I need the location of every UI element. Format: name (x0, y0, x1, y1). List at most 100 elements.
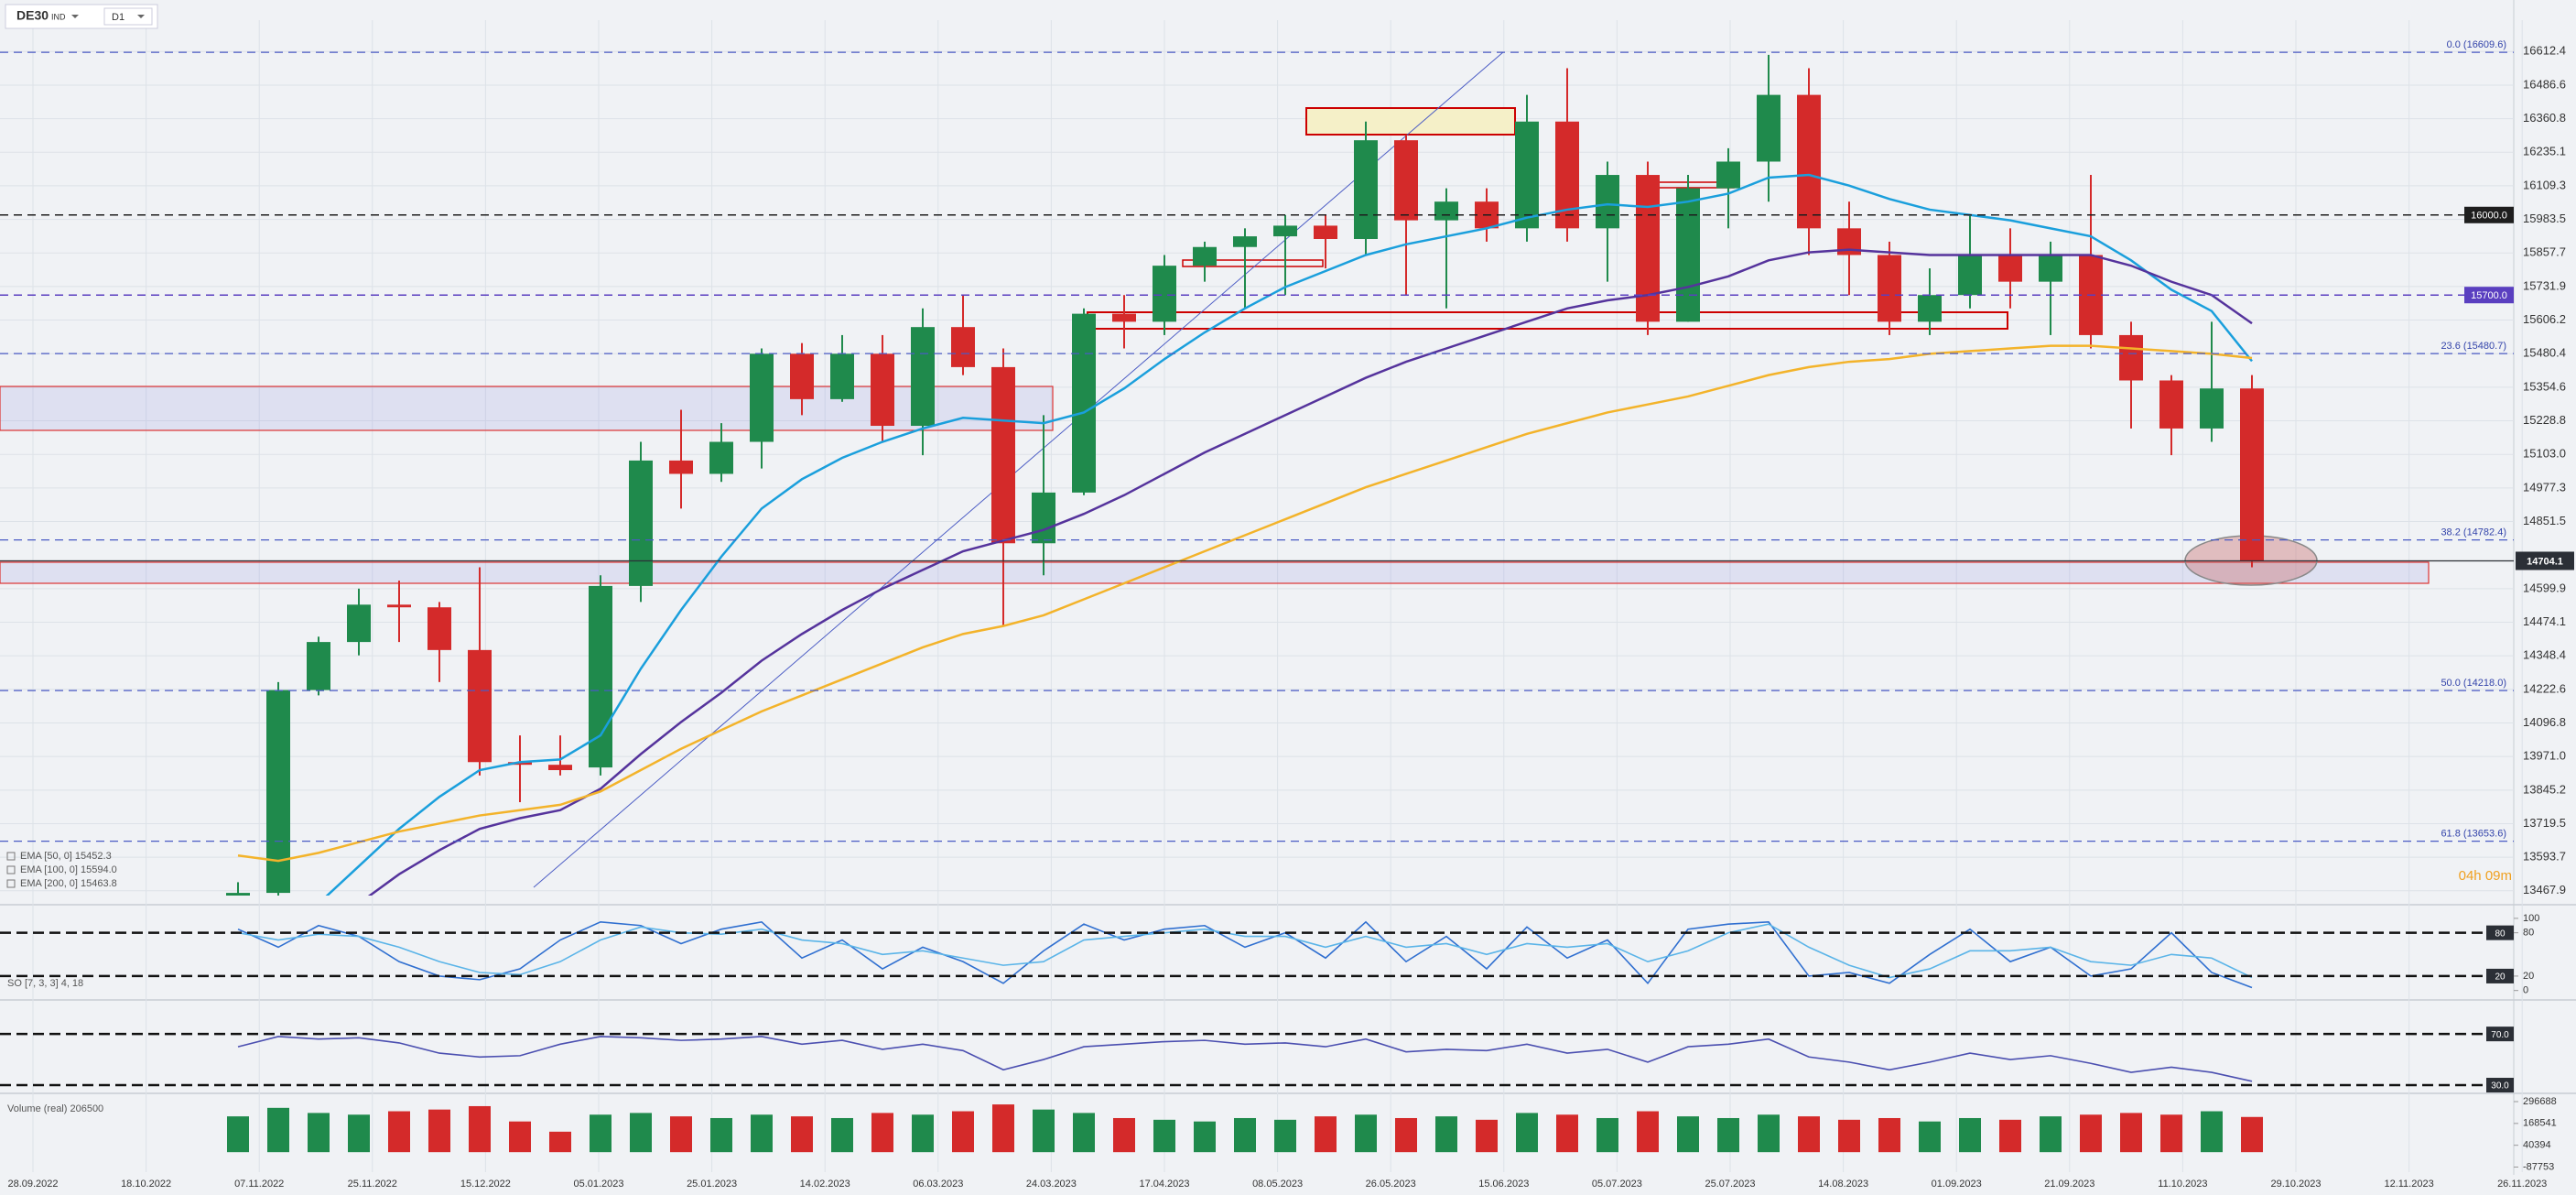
volume-bar (1315, 1116, 1337, 1153)
level-badge (2486, 1078, 2514, 1093)
volume-bar (469, 1105, 491, 1153)
volume-bar (1717, 1117, 1739, 1153)
indicator-line (237, 344, 2253, 863)
volume-bar (670, 1116, 692, 1153)
candle-body (1878, 255, 1901, 322)
indicator-title: SO [7, 3, 3] 4, 18 (7, 978, 83, 989)
volume-bar (1234, 1117, 1256, 1153)
y-tick-label: 13845.2 (2523, 782, 2566, 796)
candle-body (1072, 313, 1096, 493)
zone (0, 561, 2430, 584)
y-tick-label: 16612.4 (2523, 44, 2566, 58)
legend-entry: EMA [200, 0] 15463.8 (20, 878, 117, 889)
candle-body (1958, 255, 1982, 296)
timeframe-box[interactable] (103, 7, 153, 26)
volume-bar (630, 1113, 652, 1153)
y-tick-label: 15103.0 (2523, 447, 2566, 461)
candle-body (1394, 140, 1418, 221)
volume-bar (751, 1114, 773, 1153)
volume-bar (1073, 1113, 1095, 1153)
countdown-timer: 04h 09m (2459, 868, 2512, 884)
y-tick-label: 14851.5 (2523, 514, 2566, 527)
candle-body (428, 607, 451, 650)
y-tick-label: 16360.8 (2523, 111, 2566, 125)
volume-bar (1153, 1119, 1175, 1153)
y-tick-label: 13467.9 (2523, 883, 2566, 896)
volume-bar (912, 1114, 934, 1153)
level-badge-label: 80 (2495, 929, 2506, 939)
candle-body (1998, 255, 2022, 282)
price-badge-label: 16000.0 (2471, 211, 2507, 222)
volume-bar (428, 1109, 450, 1153)
volume-bar (2160, 1114, 2182, 1153)
volume-bar (1959, 1117, 1981, 1153)
zone (1182, 259, 1324, 267)
volume-bar (2120, 1113, 2142, 1153)
volume-bar (1476, 1119, 1498, 1153)
volume-bar (952, 1111, 974, 1153)
volume-bar (1758, 1114, 1780, 1153)
y-tick-label: 20 (2523, 971, 2534, 982)
y-tick-label: 168541 (2523, 1118, 2557, 1129)
panel-marks (227, 1104, 2263, 1153)
volume-bar (509, 1121, 531, 1153)
x-tick-label: 07.11.2022 (234, 1179, 284, 1190)
candle-body (2159, 380, 2183, 429)
candle-body (1918, 295, 1942, 322)
volume-bar (1033, 1109, 1055, 1153)
volume-bar (1556, 1114, 1578, 1153)
y-tick-label: 0 (2523, 985, 2528, 996)
candle-body (589, 585, 612, 768)
fib-label: 0.0 (16609.6) (2447, 39, 2506, 50)
x-tick-label: 08.05.2023 (1252, 1179, 1303, 1190)
panel-marks (237, 920, 2253, 989)
level-badge (2486, 925, 2514, 940)
indicator-line (237, 920, 2253, 989)
dropdown-arrow (71, 15, 79, 18)
x-tick-label: 01.09.2023 (1932, 1179, 1982, 1190)
volume-bar (2201, 1111, 2223, 1153)
candle-body (307, 642, 330, 690)
legend-swatch (6, 879, 16, 888)
x-tick-label: 29.10.2023 (2270, 1179, 2321, 1190)
candle-body (1596, 175, 1619, 229)
candle-body (1434, 201, 1458, 221)
x-tick-label: 06.03.2023 (913, 1179, 963, 1190)
candle-body (1757, 94, 1780, 162)
candle-body (1676, 188, 1700, 322)
volume-bar (1194, 1121, 1216, 1153)
x-tick-label: 26.11.2023 (2497, 1179, 2547, 1190)
y-tick-label: 296688 (2523, 1096, 2557, 1107)
candle-body (790, 353, 814, 399)
panel-marks (226, 54, 2264, 896)
y-tick-label: 14222.6 (2523, 681, 2566, 695)
candle-body (1032, 492, 1055, 544)
x-tick-label: 14.08.2023 (1818, 1179, 1868, 1190)
volume-bar (1677, 1116, 1699, 1153)
volume-bar (267, 1107, 289, 1153)
volume-bar (1919, 1121, 1941, 1153)
candle-body (1797, 94, 1821, 229)
fib-label: 61.8 (13653.6) (2441, 829, 2506, 840)
price-badge-label: 15700.0 (2471, 290, 2507, 301)
candle-body (387, 604, 411, 608)
x-tick-label: 05.07.2023 (1592, 1179, 1642, 1190)
volume-bar (2040, 1116, 2062, 1153)
indicator-title: Volume (real) 206500 (7, 1103, 103, 1114)
volume-bar (1113, 1117, 1135, 1153)
candle-body (629, 460, 653, 586)
volume-bar (1274, 1119, 1296, 1153)
market: IND (51, 12, 66, 21)
volume-bar (348, 1114, 370, 1153)
symbol: DE30 (16, 8, 49, 23)
candle-body (1153, 266, 1176, 322)
volume-bar (227, 1116, 249, 1153)
level-badge-label: 20 (2495, 972, 2506, 983)
candle-body (2039, 255, 2062, 282)
legend-swatch (6, 865, 16, 875)
x-tick-label: 25.01.2023 (687, 1179, 737, 1190)
indicator-line (325, 173, 2253, 896)
